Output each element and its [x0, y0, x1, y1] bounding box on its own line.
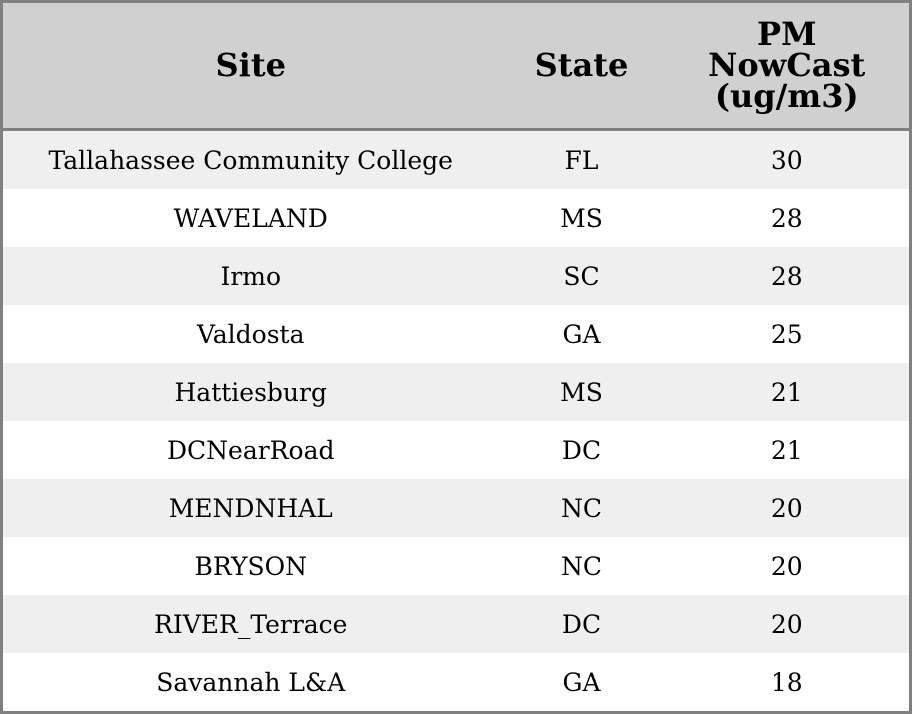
- cell-state: MS: [498, 189, 665, 247]
- header-pm-nowcast: PM NowCast (ug/m3): [664, 1, 911, 131]
- table-row: BRYSON NC 20: [1, 537, 911, 595]
- header-row: Site State PM NowCast (ug/m3): [1, 1, 911, 131]
- table-row: MENDNHAL NC 20: [1, 479, 911, 537]
- cell-pm: 20: [664, 479, 911, 537]
- cell-site: DCNearRoad: [1, 421, 499, 479]
- table-row: DCNearRoad DC 21: [1, 421, 911, 479]
- cell-pm: 18: [664, 653, 911, 713]
- header-state: State: [498, 1, 665, 131]
- cell-site: Savannah L&A: [1, 653, 499, 713]
- cell-state: FL: [498, 129, 665, 189]
- cell-site: Hattiesburg: [1, 363, 499, 421]
- cell-pm: 21: [664, 421, 911, 479]
- cell-site: WAVELAND: [1, 189, 499, 247]
- table-row: RIVER_Terrace DC 20: [1, 595, 911, 653]
- cell-site: Tallahassee Community College: [1, 129, 499, 189]
- header-pm-line2: NowCast: [708, 46, 866, 84]
- cell-site: Irmo: [1, 247, 499, 305]
- cell-site: MENDNHAL: [1, 479, 499, 537]
- header-site: Site: [1, 1, 499, 131]
- cell-pm: 20: [664, 537, 911, 595]
- cell-pm: 28: [664, 247, 911, 305]
- cell-state: MS: [498, 363, 665, 421]
- cell-pm: 30: [664, 129, 911, 189]
- cell-site: BRYSON: [1, 537, 499, 595]
- cell-site: RIVER_Terrace: [1, 595, 499, 653]
- cell-state: GA: [498, 305, 665, 363]
- cell-pm: 20: [664, 595, 911, 653]
- cell-state: SC: [498, 247, 665, 305]
- table-row: Tallahassee Community College FL 30: [1, 129, 911, 189]
- cell-state: GA: [498, 653, 665, 713]
- header-pm-line1: PM: [757, 15, 817, 53]
- table-row: Irmo SC 28: [1, 247, 911, 305]
- cell-state: NC: [498, 479, 665, 537]
- cell-pm: 28: [664, 189, 911, 247]
- cell-pm: 25: [664, 305, 911, 363]
- cell-state: DC: [498, 421, 665, 479]
- header-pm-line3: (ug/m3): [714, 77, 859, 115]
- cell-site: Valdosta: [1, 305, 499, 363]
- cell-state: DC: [498, 595, 665, 653]
- table-row: WAVELAND MS 28: [1, 189, 911, 247]
- table-row: Valdosta GA 25: [1, 305, 911, 363]
- cell-state: NC: [498, 537, 665, 595]
- cell-pm: 21: [664, 363, 911, 421]
- table-row: Hattiesburg MS 21: [1, 363, 911, 421]
- table-row: Savannah L&A GA 18: [1, 653, 911, 713]
